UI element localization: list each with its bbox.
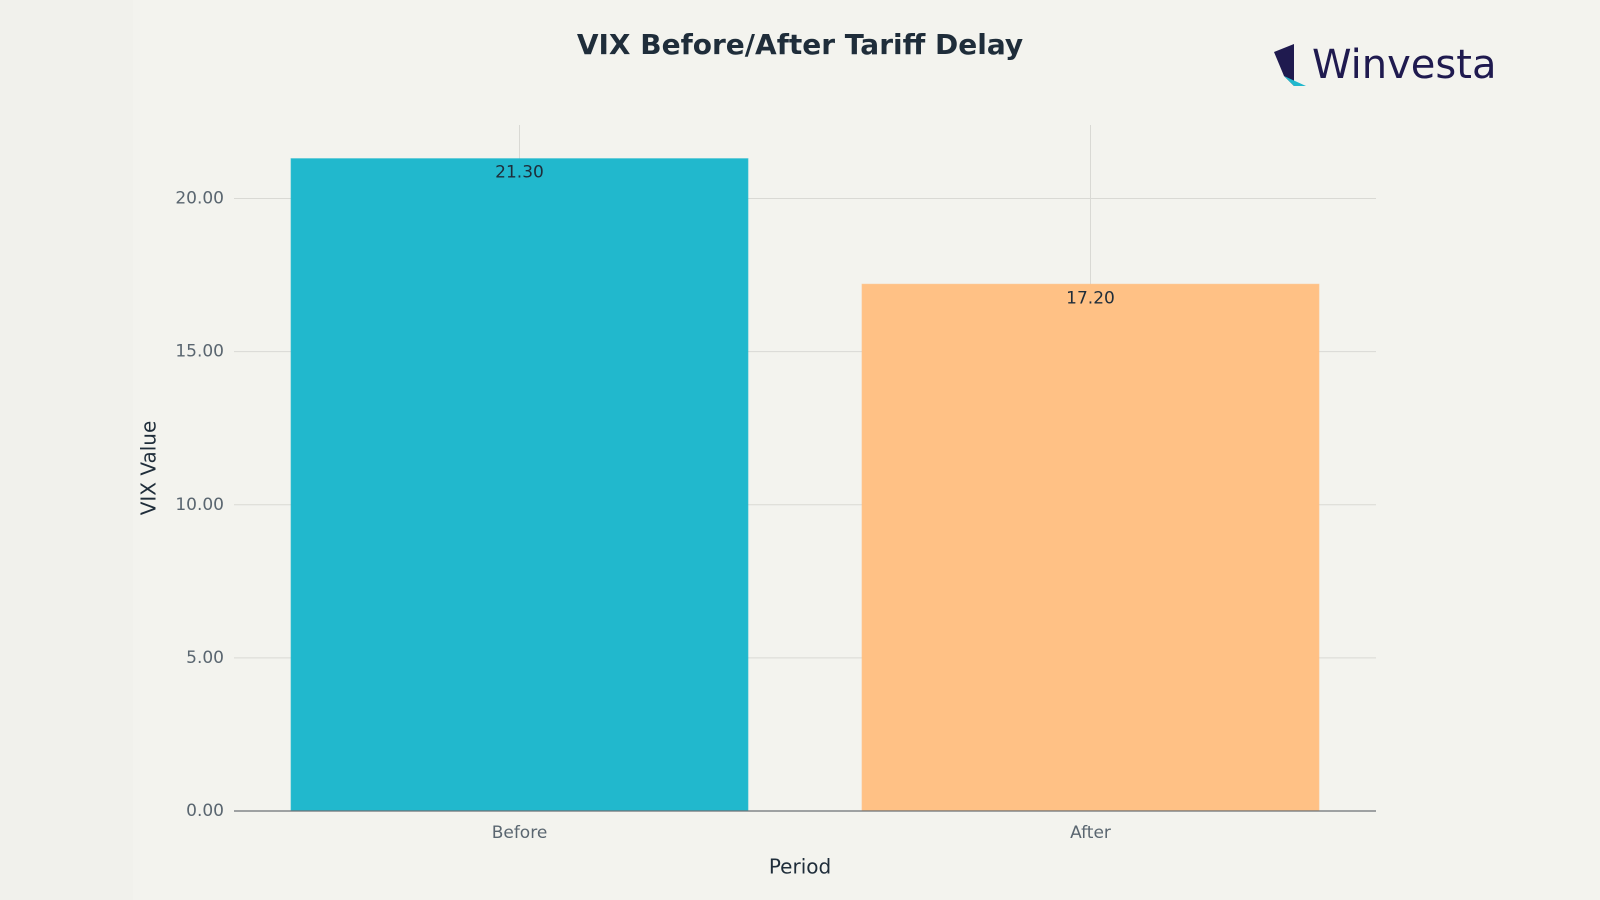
y-tick-label: 10.00 bbox=[175, 495, 224, 515]
side-panel bbox=[0, 0, 133, 900]
logo: Winvesta bbox=[1274, 42, 1496, 88]
value-label: 21.30 bbox=[495, 163, 544, 183]
logo-text: Winvesta bbox=[1312, 42, 1496, 88]
bar bbox=[861, 283, 1320, 812]
logo-icon bbox=[1274, 44, 1294, 86]
y-tick-label: 15.00 bbox=[175, 342, 224, 362]
x-tick-label: After bbox=[1070, 823, 1111, 843]
value-label: 17.20 bbox=[1066, 288, 1115, 308]
bar bbox=[290, 158, 749, 812]
logo-icon-accent bbox=[1284, 76, 1306, 86]
x-tick-label: Before bbox=[492, 823, 548, 843]
y-tick-label: 20.00 bbox=[175, 189, 224, 209]
y-tick-label: 0.00 bbox=[186, 801, 224, 821]
y-tick-label: 5.00 bbox=[186, 648, 224, 668]
x-axis-label: Period bbox=[769, 855, 831, 879]
y-axis-label: VIX Value bbox=[137, 421, 161, 516]
chart-title: VIX Before/After Tariff Delay bbox=[577, 28, 1023, 61]
